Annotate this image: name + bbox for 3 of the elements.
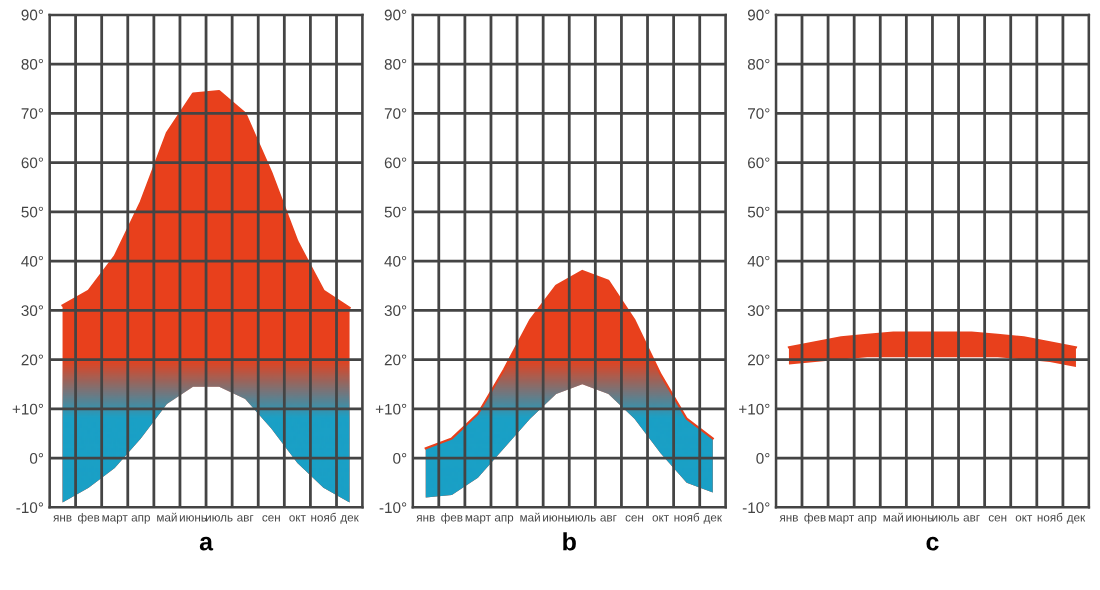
x-axis-title: a xyxy=(199,536,214,551)
x-axis-title: b xyxy=(563,532,576,551)
x-axis-title: c xyxy=(926,536,939,551)
